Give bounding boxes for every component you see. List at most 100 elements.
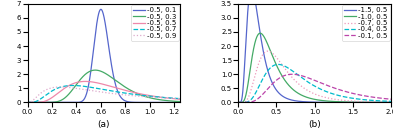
-0.4, 0.5	[384, 100, 389, 102]
-0.5, 0.1	[99, 9, 104, 11]
-0.5, 0.9	[95, 91, 100, 92]
-1.0, 0.5	[389, 102, 393, 103]
-0.7, 0.5	[236, 102, 241, 103]
-0.5, 0.7	[173, 98, 178, 99]
-1.5, 0.5	[384, 102, 389, 103]
-0.4, 0.5	[236, 102, 241, 103]
-0.5, 0.3	[174, 101, 178, 102]
Line: -1.5, 0.5: -1.5, 0.5	[238, 0, 391, 102]
-1.0, 0.5	[384, 102, 389, 103]
-0.5, 0.5	[174, 98, 178, 100]
-0.5, 0.7	[99, 88, 104, 90]
-0.5, 0.3	[93, 69, 97, 71]
-0.5, 0.5	[145, 94, 150, 96]
-0.1, 0.5	[310, 79, 315, 80]
-1.0, 0.5	[258, 32, 263, 34]
-1.5, 0.5	[306, 101, 311, 103]
-0.1, 0.5	[306, 77, 311, 79]
X-axis label: (a): (a)	[97, 120, 110, 128]
-0.1, 0.5	[244, 102, 248, 103]
-0.5, 0.5	[95, 82, 100, 84]
-0.5, 0.1	[25, 102, 30, 103]
-0.7, 0.5	[356, 101, 361, 102]
-0.5, 0.9	[145, 96, 150, 98]
-0.5, 0.5	[173, 98, 178, 100]
-1.0, 0.5	[236, 102, 241, 103]
-0.4, 0.5	[244, 102, 248, 103]
-0.1, 0.5	[356, 94, 361, 95]
-0.5, 0.1	[173, 102, 178, 103]
-0.5, 0.1	[145, 102, 150, 103]
-0.5, 0.3	[25, 102, 30, 103]
-0.5, 0.9	[25, 102, 30, 103]
Line: -0.4, 0.5: -0.4, 0.5	[238, 64, 391, 102]
X-axis label: (b): (b)	[308, 120, 321, 128]
-0.5, 0.3	[173, 101, 178, 102]
-0.7, 0.5	[384, 101, 389, 103]
-1.5, 0.5	[384, 102, 389, 103]
-0.5, 0.5	[178, 98, 183, 100]
-0.7, 0.5	[265, 50, 270, 52]
Line: -0.5, 0.7: -0.5, 0.7	[28, 86, 180, 102]
-1.5, 0.5	[244, 37, 248, 38]
Line: -0.5, 0.3: -0.5, 0.3	[28, 70, 180, 102]
Line: -0.5, 0.1: -0.5, 0.1	[28, 9, 180, 102]
-1.5, 0.5	[389, 102, 393, 103]
-0.5, 0.1	[33, 102, 38, 103]
-1.0, 0.5	[384, 102, 389, 103]
-1.0, 0.5	[356, 101, 361, 103]
-0.7, 0.5	[389, 101, 393, 103]
-0.5, 0.3	[145, 97, 150, 98]
-0.7, 0.5	[244, 100, 248, 102]
-0.7, 0.5	[384, 101, 389, 103]
-0.1, 0.5	[290, 73, 294, 75]
-0.5, 0.5	[33, 102, 38, 103]
-0.7, 0.5	[306, 90, 311, 92]
-1.5, 0.5	[356, 102, 361, 103]
-0.5, 0.7	[95, 88, 100, 89]
-0.5, 0.3	[178, 101, 183, 102]
Line: -0.1, 0.5: -0.1, 0.5	[238, 74, 391, 102]
-0.5, 0.5	[99, 83, 104, 85]
-0.4, 0.5	[389, 101, 393, 102]
-1.0, 0.5	[306, 97, 311, 99]
-0.7, 0.5	[310, 92, 315, 94]
-0.5, 0.9	[33, 97, 38, 99]
-1.5, 0.5	[310, 101, 315, 103]
-0.5, 0.5	[25, 102, 30, 103]
-0.5, 0.7	[71, 85, 75, 86]
-0.5, 0.9	[58, 86, 63, 88]
-0.5, 0.7	[25, 102, 30, 103]
-1.0, 0.5	[244, 93, 248, 95]
-1.5, 0.5	[236, 102, 241, 103]
-0.5, 0.5	[83, 81, 88, 82]
-0.4, 0.5	[310, 84, 315, 86]
-0.5, 0.7	[178, 98, 183, 99]
-0.1, 0.5	[389, 98, 393, 100]
-0.5, 0.7	[145, 95, 150, 97]
-0.4, 0.5	[384, 100, 389, 102]
Line: -0.5, 0.9: -0.5, 0.9	[28, 87, 180, 102]
-0.5, 0.7	[33, 101, 38, 102]
-0.4, 0.5	[276, 64, 281, 65]
-1.0, 0.5	[310, 98, 315, 100]
Line: -1.0, 0.5: -1.0, 0.5	[238, 33, 391, 102]
Line: -0.7, 0.5: -0.7, 0.5	[238, 51, 391, 102]
-0.5, 0.9	[174, 98, 178, 99]
Line: -0.5, 0.5: -0.5, 0.5	[28, 81, 180, 102]
-0.5, 0.3	[99, 71, 104, 72]
-0.5, 0.1	[178, 102, 183, 103]
-0.1, 0.5	[384, 98, 389, 100]
-0.4, 0.5	[306, 82, 311, 83]
-0.1, 0.5	[384, 98, 389, 100]
-0.5, 0.3	[95, 70, 100, 71]
Legend: -1.5, 0.5, -1.0, 0.5, -0.7, 0.5, -0.4, 0.5, -0.1, 0.5: -1.5, 0.5, -1.0, 0.5, -0.7, 0.5, -0.4, 0…	[342, 5, 389, 41]
Legend: -0.5, 0.1, -0.5, 0.3, -0.5, 0.5, -0.5, 0.7, -0.5, 0.9: -0.5, 0.1, -0.5, 0.3, -0.5, 0.5, -0.5, 0…	[131, 5, 179, 41]
-0.5, 0.9	[99, 91, 104, 93]
-0.4, 0.5	[356, 98, 361, 100]
-0.5, 0.1	[99, 9, 103, 10]
-0.5, 0.3	[33, 102, 38, 103]
-0.5, 0.9	[178, 98, 183, 100]
-0.5, 0.1	[95, 17, 100, 19]
-0.5, 0.1	[174, 102, 178, 103]
